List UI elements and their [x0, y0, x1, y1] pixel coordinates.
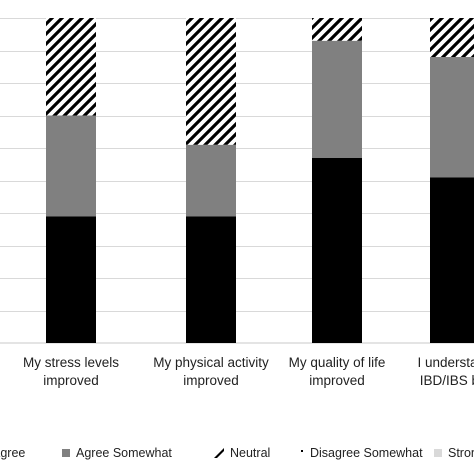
legend-swatch — [214, 448, 224, 458]
category-label-4: I understand IBD/IBS bet — [385, 354, 474, 390]
bar-segment-agree-3 — [312, 157, 362, 343]
legend-item-agree: Agree — [0, 444, 25, 462]
legend-label: Agree — [0, 446, 26, 460]
legend-label: Agree Somewhat — [76, 446, 172, 460]
legend-swatch — [434, 449, 442, 457]
legend-swatch — [62, 449, 70, 457]
category-label-line: improved — [183, 373, 239, 388]
bar-segment-neutral-1 — [46, 18, 96, 116]
category-label-line: improved — [309, 373, 365, 388]
legend-item-neutral: Neutral — [214, 444, 270, 462]
legend-item-stron: Stron — [434, 444, 474, 462]
category-label-2: My physical activity improved — [141, 354, 281, 390]
legend-label: Stron — [448, 446, 474, 460]
legend-label: Disagree Somewhat — [310, 446, 423, 460]
legend-item-agree-somewhat: Agree Somewhat — [62, 444, 172, 462]
bar-segment-neutral-3 — [312, 18, 362, 41]
bar-segment-agree-somewhat-2 — [186, 144, 236, 217]
category-label-line: My stress levels — [22, 355, 120, 370]
bar-segment-agree-1 — [46, 216, 96, 343]
category-label-3: My quality of life improved — [267, 354, 407, 390]
category-label-line: improved — [43, 373, 99, 388]
legend-swatch — [301, 450, 303, 452]
bar-segment-agree-2 — [186, 216, 236, 343]
category-label-line: IBD/IBS bet — [419, 373, 474, 388]
bar-segment-agree-4 — [430, 177, 474, 343]
legend-item-disagree-somewhat: Disagree Somewhat — [300, 444, 423, 462]
legend-label: Neutral — [230, 446, 271, 460]
bar-segment-neutral-2 — [186, 18, 236, 145]
bars — [46, 18, 474, 343]
category-label-line: My quality of life — [288, 355, 386, 370]
category-label-line: I understand — [417, 355, 474, 370]
bar-segment-agree-somewhat-3 — [312, 40, 362, 158]
bar-segment-agree-somewhat-1 — [46, 115, 96, 217]
bar-segment-agree-somewhat-4 — [430, 57, 474, 178]
category-label-line: My physical activity — [153, 355, 269, 370]
bar-segment-neutral-4 — [430, 18, 474, 57]
category-label-1: My stress levels improved — [1, 354, 141, 390]
